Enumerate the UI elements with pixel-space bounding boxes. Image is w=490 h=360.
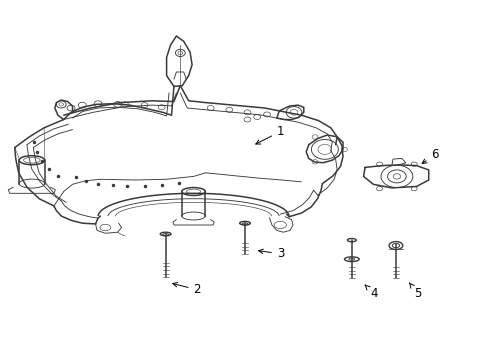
Text: 4: 4	[365, 285, 377, 300]
Text: 3: 3	[259, 247, 284, 260]
Text: 6: 6	[422, 148, 439, 163]
Text: 5: 5	[410, 283, 421, 300]
Text: 1: 1	[256, 125, 284, 144]
Text: 2: 2	[173, 283, 201, 296]
